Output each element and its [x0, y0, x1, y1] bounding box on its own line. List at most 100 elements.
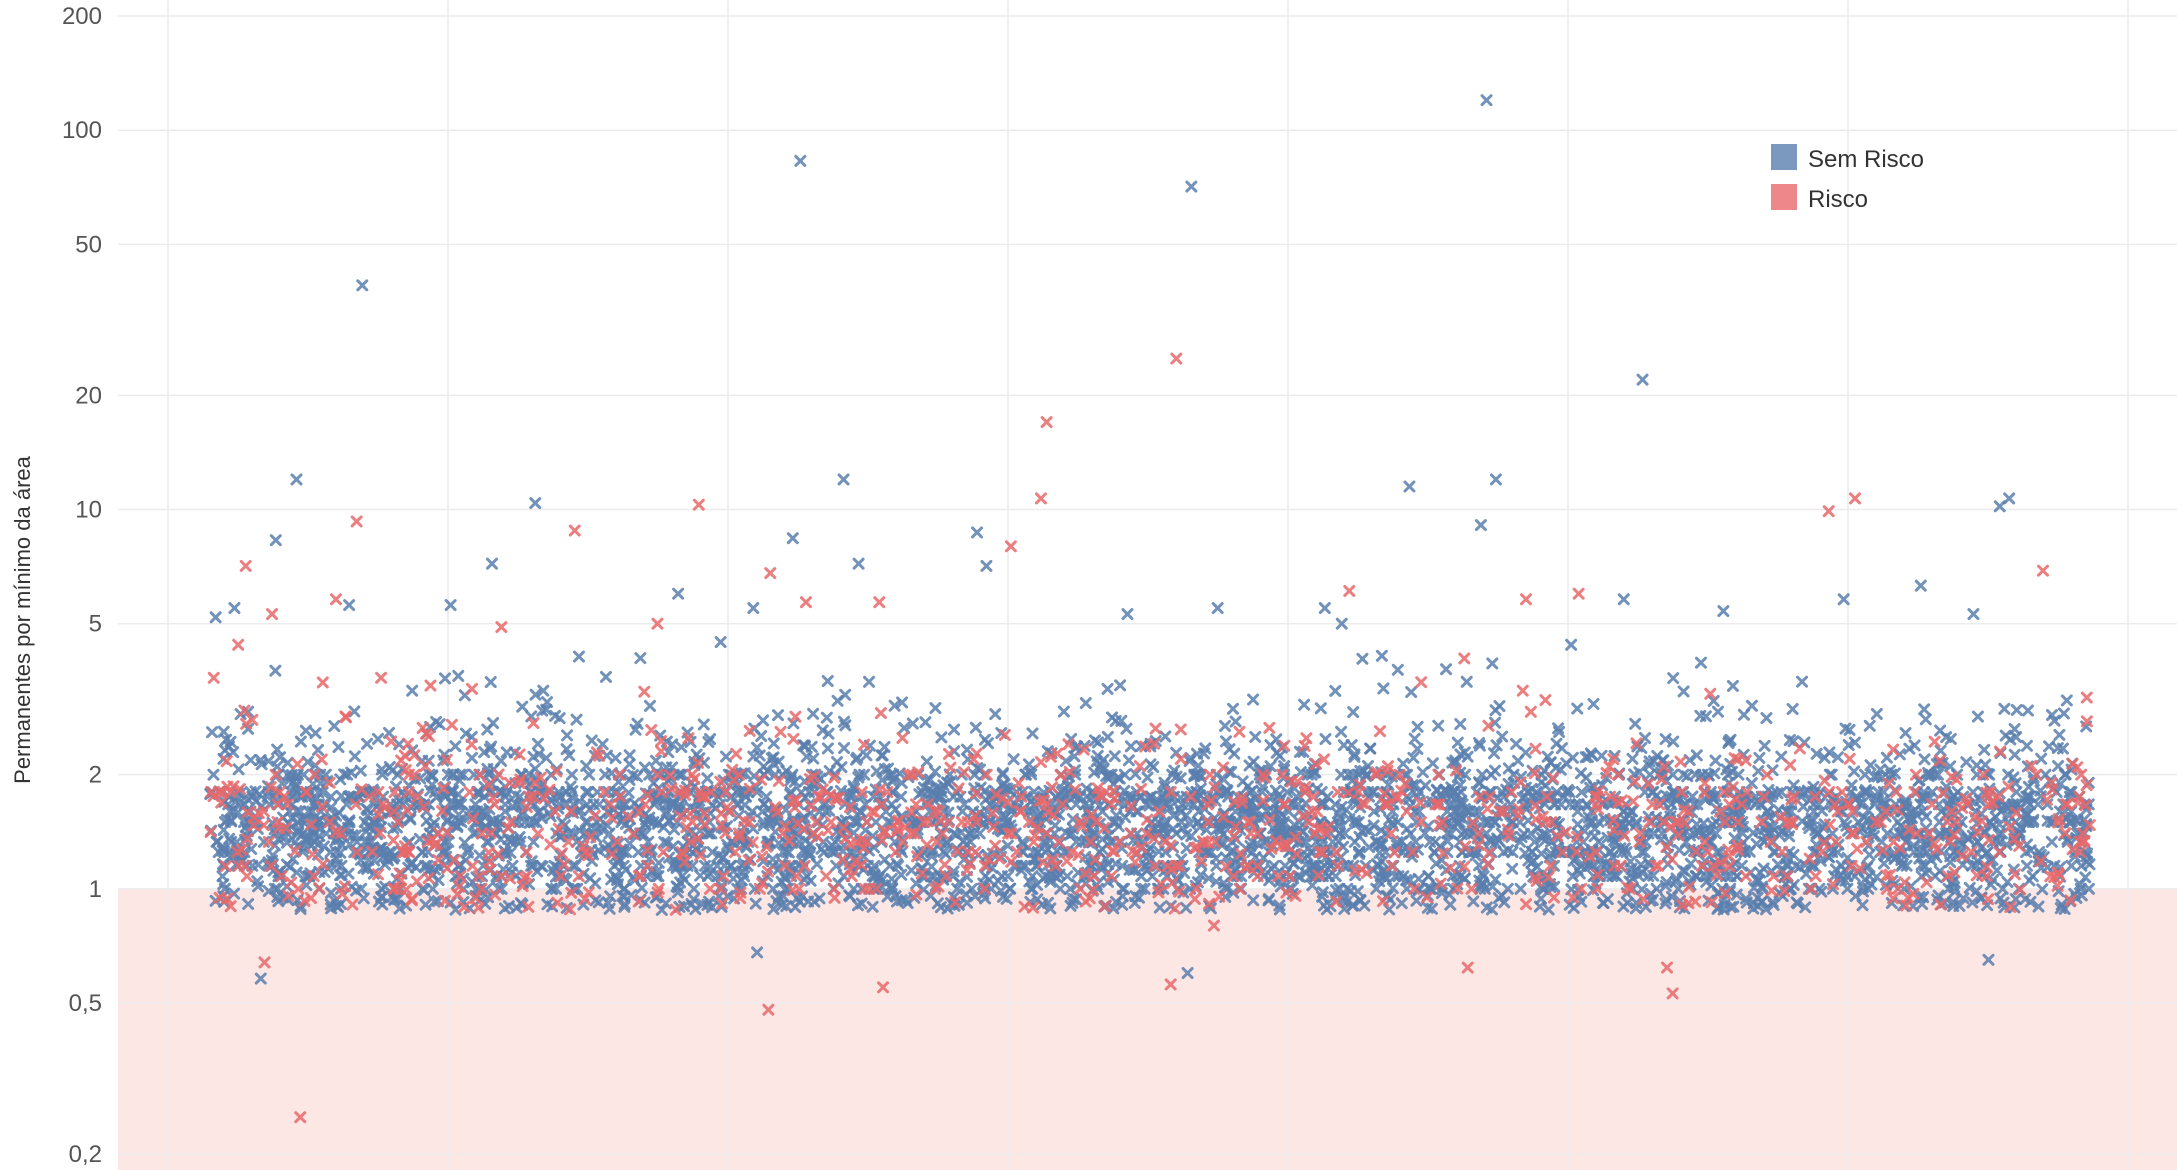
- point-sem-risco: [1287, 857, 1300, 870]
- point-sem-risco: [430, 791, 443, 804]
- point-risco: [1436, 847, 1449, 860]
- point-sem-risco: [1842, 739, 1855, 752]
- point-risco: [1893, 842, 1906, 855]
- point-sem-risco: [1044, 875, 1057, 888]
- point-sem-risco: [1473, 777, 1486, 790]
- point-sem-risco: [1348, 748, 1361, 761]
- outlier-risco: [375, 671, 388, 684]
- point-risco: [1928, 837, 1941, 850]
- point-sem-risco: [1656, 827, 1669, 840]
- outlier-sem-risco: [2003, 492, 2016, 505]
- point-risco: [395, 754, 408, 767]
- point-risco: [1310, 757, 1322, 770]
- point-risco: [779, 820, 792, 833]
- point-risco: [1809, 790, 1822, 803]
- point-sem-risco: [311, 743, 324, 756]
- point-risco: [778, 859, 791, 872]
- point-risco: [572, 870, 585, 883]
- point-risco: [756, 850, 768, 863]
- point-sem-risco: [1273, 903, 1286, 916]
- legend[interactable]: Sem Risco Risco: [1771, 144, 1924, 213]
- point-risco: [1241, 859, 1254, 872]
- point-risco: [1388, 846, 1401, 859]
- point-risco: [1482, 719, 1495, 732]
- point-risco: [932, 805, 945, 818]
- point-risco: [451, 888, 464, 901]
- point-sem-risco: [715, 900, 728, 913]
- point-risco: [832, 791, 845, 804]
- point-sem-risco: [290, 866, 303, 879]
- point-sem-risco: [704, 733, 717, 746]
- point-risco: [1956, 849, 1969, 862]
- point-sem-risco: [1817, 821, 1830, 834]
- point-sem-risco: [1990, 864, 2003, 877]
- point-risco: [411, 790, 424, 803]
- point-sem-risco: [755, 730, 768, 743]
- point-risco: [1124, 827, 1137, 840]
- point-risco: [1809, 870, 1822, 883]
- point-risco: [743, 724, 756, 737]
- point-risco: [1133, 760, 1146, 773]
- point-risco: [680, 821, 693, 834]
- point-sem-risco: [617, 859, 630, 872]
- point-risco: [2040, 793, 2053, 806]
- point-risco: [807, 827, 820, 840]
- point-sem-risco: [1168, 764, 1181, 777]
- point-risco: [241, 833, 254, 846]
- point-risco: [1846, 805, 1859, 818]
- point-risco: [362, 790, 375, 803]
- point-sem-risco: [1690, 870, 1703, 883]
- point-risco: [1884, 868, 1896, 881]
- point-risco: [858, 738, 871, 751]
- point-risco: [391, 816, 404, 829]
- point-sem-risco: [701, 772, 714, 785]
- point-risco: [1395, 784, 1408, 797]
- point-risco: [432, 827, 445, 840]
- point-sem-risco: [1489, 716, 1502, 729]
- outlier-sem-risco: [1617, 593, 1630, 606]
- point-sem-risco: [2054, 777, 2067, 790]
- point-sem-risco: [1490, 739, 1503, 752]
- point-sem-risco: [878, 763, 891, 776]
- point-risco: [1311, 805, 1324, 818]
- point-risco: [920, 838, 933, 851]
- point-risco: [611, 835, 624, 848]
- point-risco: [1945, 805, 1958, 818]
- point-risco: [1559, 826, 1572, 839]
- point-risco: [503, 776, 516, 789]
- point-risco: [1698, 777, 1711, 790]
- point-sem-risco: [1760, 712, 1773, 725]
- point-sem-risco: [430, 715, 443, 728]
- legend-item-risco[interactable]: Risco: [1771, 184, 1868, 213]
- point-risco: [1793, 742, 1806, 755]
- point-risco: [238, 859, 251, 872]
- point-sem-risco: [649, 754, 662, 767]
- point-risco: [682, 732, 695, 745]
- point-risco: [1084, 835, 1097, 848]
- point-sem-risco: [1541, 750, 1554, 763]
- point-risco: [1434, 877, 1447, 890]
- point-sem-risco: [2071, 814, 2084, 827]
- point-risco: [1307, 790, 1320, 803]
- point-sem-risco: [638, 761, 651, 774]
- point-risco: [527, 790, 540, 803]
- point-risco: [1678, 804, 1691, 817]
- outlier-sem-risco: [1914, 579, 1927, 592]
- point-sem-risco: [611, 878, 624, 891]
- point-sem-risco: [827, 846, 840, 859]
- point-sem-risco: [921, 774, 934, 787]
- point-sem-risco: [1367, 864, 1380, 877]
- point-sem-risco: [969, 721, 982, 734]
- point-risco: [241, 806, 254, 819]
- point-sem-risco: [996, 768, 1009, 781]
- point-risco: [1784, 759, 1797, 772]
- point-sem-risco: [1694, 656, 1707, 669]
- point-sem-risco: [676, 768, 689, 781]
- point-risco: [448, 854, 461, 867]
- point-risco: [417, 800, 430, 813]
- point-sem-risco: [1870, 870, 1883, 883]
- point-sem-risco: [1799, 901, 1812, 914]
- point-risco: [1628, 775, 1641, 788]
- legend-item-sem-risco[interactable]: Sem Risco: [1771, 144, 1924, 173]
- point-sem-risco: [1787, 779, 1800, 792]
